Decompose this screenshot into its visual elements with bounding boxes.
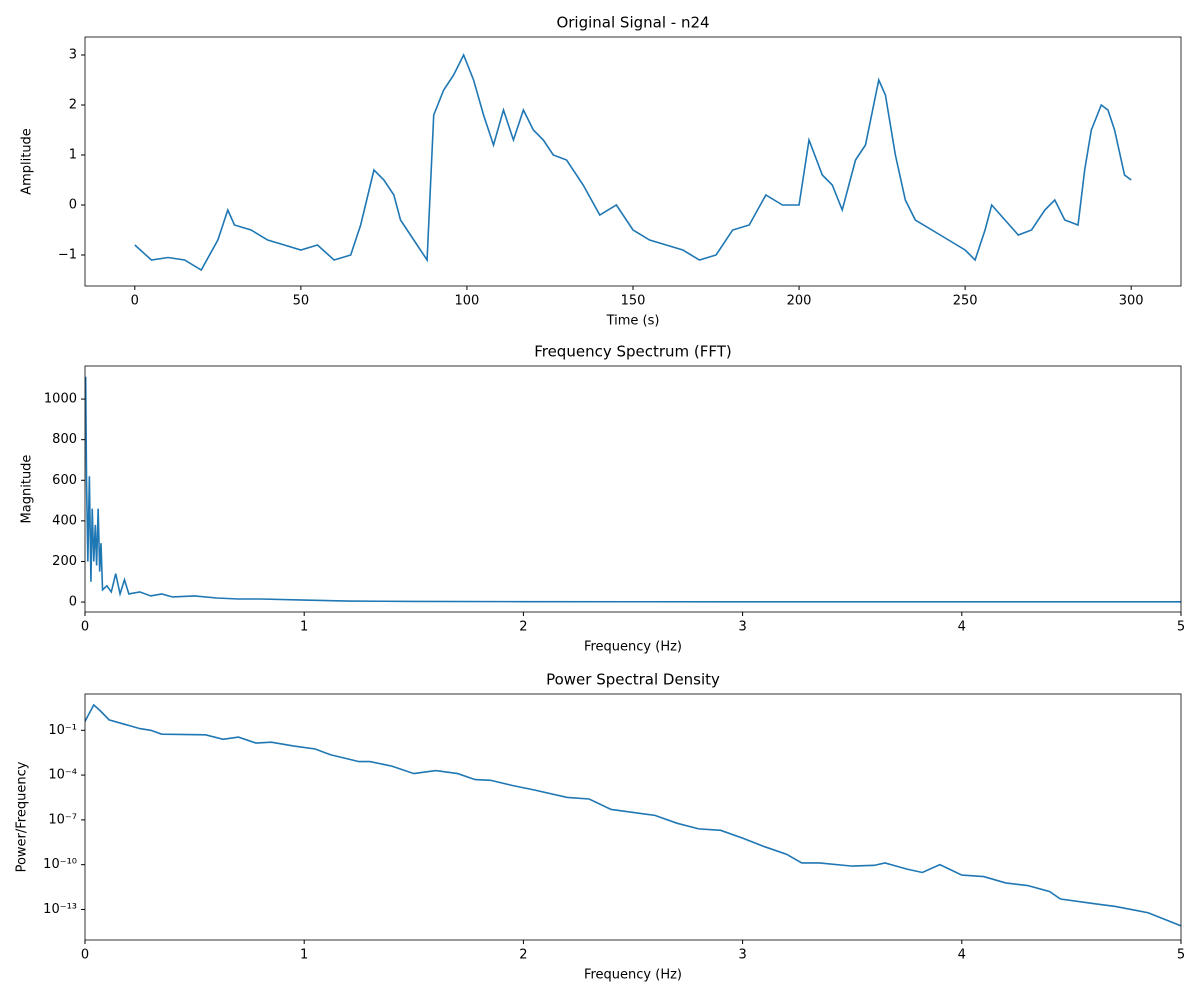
y-tick-label: 400 [52, 513, 77, 528]
x-tick-label: 0 [81, 620, 89, 635]
y-tick-label: 10⁻⁷ [48, 812, 77, 827]
y-tick-label: 1000 [44, 392, 77, 407]
x-tick-label: 2 [519, 948, 527, 963]
x-tick-label: 0 [131, 294, 139, 309]
y-tick-label: 10⁻⁴ [48, 768, 77, 783]
subplot: Frequency Spectrum (FFT) Frequency (Hz) Ma… [20, 343, 1186, 655]
y-tick-label: 10⁻¹ [48, 723, 77, 738]
x-tick-label: 5 [1177, 620, 1185, 635]
x-tick-label: 5 [1177, 948, 1185, 963]
axes-frame [84, 693, 1182, 941]
y-axis-label: Amplitude [20, 128, 35, 195]
data-line [85, 376, 1181, 603]
subplot: Power Spectral Density Frequency (Hz) Powe… [15, 671, 1186, 983]
y-tick-label: 1 [69, 148, 77, 163]
x-tick-label: 3 [738, 620, 746, 635]
chart-title: Original Signal - n24 [556, 14, 709, 32]
y-tick-label: −1 [58, 248, 77, 263]
y-tick-label: 10⁻¹⁰ [43, 857, 77, 872]
y-tick-label: 200 [52, 554, 77, 569]
x-tick-label: 200 [787, 294, 812, 309]
x-tick-label: 2 [519, 620, 527, 635]
y-tick-label: 0 [69, 595, 77, 610]
y-axis-label: Power/Frequency [15, 761, 30, 872]
x-tick-label: 150 [621, 294, 646, 309]
data-line [85, 703, 1181, 927]
x-tick-label: 4 [958, 948, 966, 963]
x-tick-label: 1 [300, 620, 308, 635]
x-tick-label: 100 [455, 294, 480, 309]
axes-frame [84, 365, 1182, 613]
x-axis-label: Time (s) [606, 314, 660, 329]
x-axis-label: Frequency (Hz) [584, 640, 682, 655]
y-tick-label: 600 [52, 473, 77, 488]
chart-title: Power Spectral Density [546, 671, 720, 689]
chart-title: Frequency Spectrum (FFT) [534, 343, 732, 361]
x-tick-label: 250 [953, 294, 978, 309]
subplot: Original Signal - n24 Time (s) Amplitude 0 5… [20, 14, 1182, 329]
axes-frame [84, 36, 1182, 287]
x-tick-label: 3 [738, 948, 746, 963]
y-axis-label: Magnitude [20, 455, 35, 524]
x-tick-label: 0 [81, 948, 89, 963]
x-tick-label: 4 [958, 620, 966, 635]
x-tick-label: 1 [300, 948, 308, 963]
y-tick-label: 2 [69, 98, 77, 113]
data-line [134, 53, 1132, 272]
y-tick-label: 800 [52, 432, 77, 447]
y-tick-label: 10⁻¹³ [43, 902, 77, 917]
y-tick-label: 3 [69, 48, 77, 63]
x-tick-label: 50 [293, 294, 310, 309]
x-axis-label: Frequency (Hz) [584, 968, 682, 983]
y-tick-label: 0 [69, 198, 77, 213]
x-tick-label: 300 [1119, 294, 1144, 309]
